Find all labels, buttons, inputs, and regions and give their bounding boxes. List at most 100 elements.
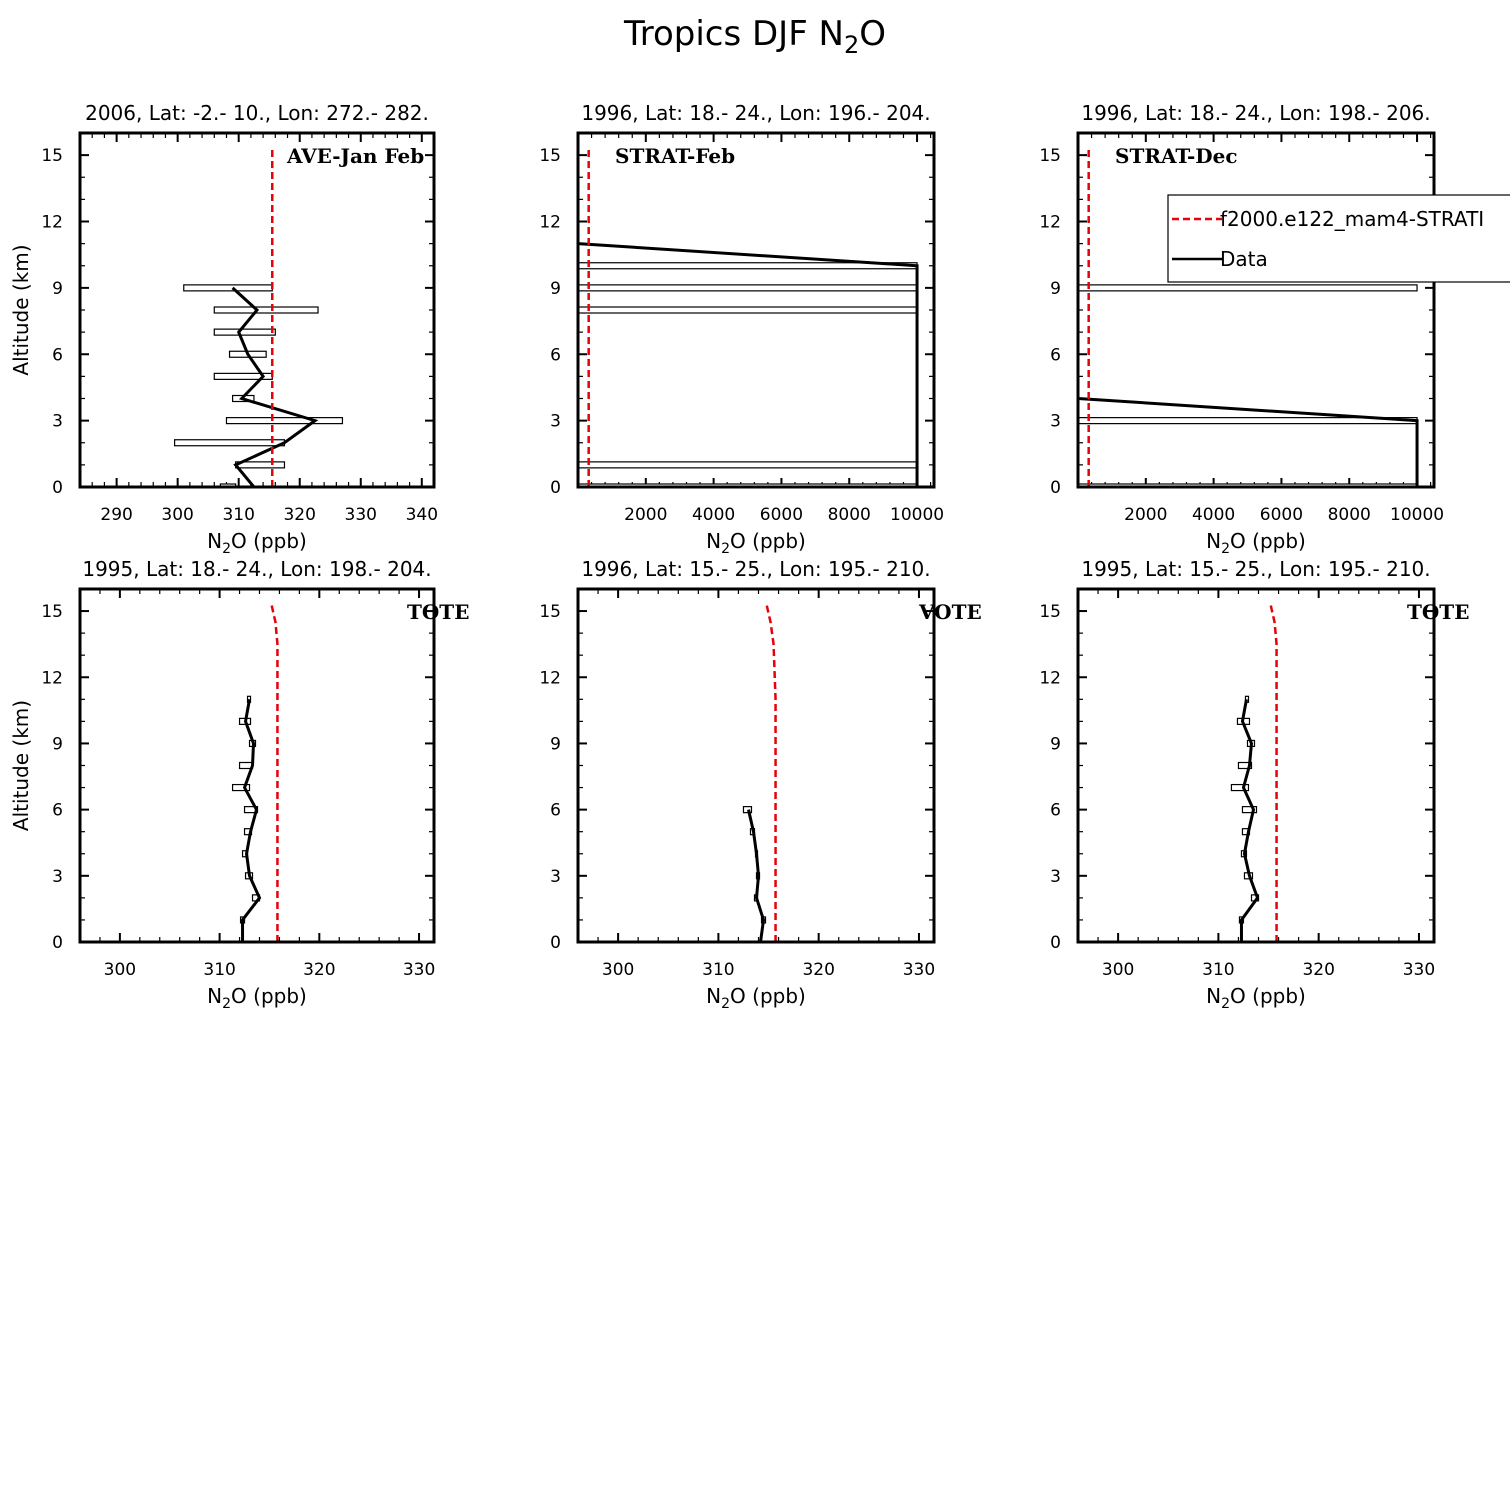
y-tick-label: 9 <box>52 279 63 299</box>
data-series-line <box>1239 699 1260 942</box>
panel-title: 1996, Lat: 15.- 25., Lon: 195.- 210. <box>581 557 930 581</box>
range-box <box>174 439 286 447</box>
y-tick-label: 0 <box>550 933 561 953</box>
plot-frame <box>78 131 436 489</box>
data-series-line <box>241 699 262 942</box>
y-tick-label: 0 <box>52 478 63 498</box>
panel-title: 1995, Lat: 18.- 24., Lon: 198.- 204. <box>82 557 431 581</box>
range-box <box>183 284 273 292</box>
campaign-label: AVE-Jan Feb <box>286 144 424 168</box>
plot-area <box>231 604 279 942</box>
figure-title: Tropics DJF N2O <box>623 14 886 59</box>
panel-3: 1996, Lat: 18.- 24., Lon: 198.- 206. STRA… <box>1039 101 1444 557</box>
x-tick-label: 4000 <box>1192 505 1235 525</box>
y-tick-label: 0 <box>550 478 561 498</box>
model-series-line <box>270 604 279 942</box>
panel-1: 2006, Lat: -2.- 10., Lon: 272.- 282. AVE-… <box>9 101 438 557</box>
range-box <box>1078 284 1418 292</box>
y-tick-label: 15 <box>1039 602 1061 622</box>
y-tick-label: 9 <box>1050 279 1061 299</box>
x-tick-label: 300 <box>161 505 193 525</box>
panel-title: 1996, Lat: 18.- 24., Lon: 198.- 206. <box>1081 101 1430 125</box>
panel-title: 2006, Lat: -2.- 10., Lon: 272.- 282. <box>85 101 429 125</box>
plot-frame <box>576 131 936 489</box>
y-axis-label: Altitude (km) <box>9 700 33 831</box>
x-tick-label: 2000 <box>624 505 667 525</box>
model-series-line <box>765 604 777 942</box>
y-tick-label: 15 <box>539 146 561 166</box>
range-box <box>578 306 918 314</box>
plot-area <box>1230 604 1278 942</box>
range-box <box>213 306 319 314</box>
x-tick-label: 8000 <box>828 505 871 525</box>
data-series-line <box>578 242 919 487</box>
y-tick-label: 0 <box>1050 933 1061 953</box>
range-box <box>742 806 753 814</box>
y-tick-label: 6 <box>1050 345 1061 365</box>
y-tick-label: 12 <box>1039 213 1061 233</box>
y-tick-label: 12 <box>1039 668 1061 688</box>
plot-frame <box>78 587 436 944</box>
panel-6: 1995, Lat: 15.- 25., Lon: 195.- 210. TOTE… <box>1039 557 1469 1012</box>
y-tick-label: 15 <box>539 602 561 622</box>
panel-4: 1995, Lat: 18.- 24., Lon: 198.- 204. TOTE… <box>9 557 469 1012</box>
range-box <box>1241 806 1258 814</box>
x-tick-label: 8000 <box>1328 505 1371 525</box>
campaign-label: STRAT-Dec <box>1115 144 1238 168</box>
campaign-label: STRAT-Feb <box>615 144 735 168</box>
y-tick-label: 12 <box>539 213 561 233</box>
range-box <box>1237 761 1253 770</box>
campaign-label: TOTE <box>1407 600 1469 624</box>
range-box <box>231 783 251 792</box>
campaign-label: TOTE <box>407 600 469 624</box>
panel-title: 1995, Lat: 15.- 25., Lon: 195.- 210. <box>1081 557 1430 581</box>
y-tick-label: 9 <box>550 734 561 754</box>
y-tick-label: 6 <box>1050 801 1061 821</box>
panel-2: 1996, Lat: 18.- 24., Lon: 196.- 204. STRA… <box>539 101 944 557</box>
y-tick-label: 6 <box>550 345 561 365</box>
data-series-line <box>747 809 766 942</box>
y-tick-label: 6 <box>52 345 63 365</box>
x-tick-label: 290 <box>100 505 132 525</box>
y-tick-label: 9 <box>550 279 561 299</box>
x-axis-label: N2O (ppb) <box>706 984 806 1012</box>
y-tick-label: 0 <box>1050 478 1061 498</box>
y-tick-label: 3 <box>1050 867 1061 887</box>
y-tick-label: 3 <box>52 412 63 432</box>
plot-frame <box>1076 131 1436 489</box>
y-axis-label: Altitude (km) <box>9 244 33 375</box>
data-series-line <box>231 286 319 487</box>
x-tick-label: 310 <box>203 960 235 980</box>
y-tick-label: 15 <box>41 602 63 622</box>
panels: 2006, Lat: -2.- 10., Lon: 272.- 282. AVE-… <box>9 101 1469 1012</box>
range-box <box>578 461 918 469</box>
x-tick-label: 10000 <box>1390 505 1444 525</box>
y-tick-label: 15 <box>1039 146 1061 166</box>
y-tick-label: 3 <box>52 867 63 887</box>
x-tick-label: 10000 <box>890 505 944 525</box>
y-tick-label: 12 <box>539 668 561 688</box>
model-series-line <box>1269 604 1278 942</box>
y-tick-label: 3 <box>550 867 561 887</box>
x-tick-label: 320 <box>1302 960 1334 980</box>
x-tick-label: 330 <box>903 960 935 980</box>
x-tick-label: 6000 <box>760 505 803 525</box>
x-tick-label: 320 <box>303 960 335 980</box>
plot-frame <box>1076 587 1436 944</box>
range-box <box>225 417 344 425</box>
x-tick-label: 300 <box>104 960 136 980</box>
panel-title: 1996, Lat: 18.- 24., Lon: 196.- 204. <box>581 101 930 125</box>
panel-5: 1996, Lat: 15.- 25., Lon: 195.- 210.VOTE… <box>539 557 981 1012</box>
x-tick-label: 330 <box>345 505 377 525</box>
data-series-line <box>1078 397 1419 487</box>
x-axis-label: N2O (ppb) <box>706 529 806 557</box>
x-tick-label: 340 <box>406 505 438 525</box>
x-tick-label: 310 <box>222 505 254 525</box>
x-axis-label: N2O (ppb) <box>1206 984 1306 1012</box>
x-tick-label: 6000 <box>1260 505 1303 525</box>
y-tick-label: 9 <box>52 734 63 754</box>
x-tick-label: 300 <box>1102 960 1134 980</box>
x-axis-label: N2O (ppb) <box>207 984 307 1012</box>
legend: f2000.e122_mam4-STRATI Data <box>1167 194 1510 283</box>
